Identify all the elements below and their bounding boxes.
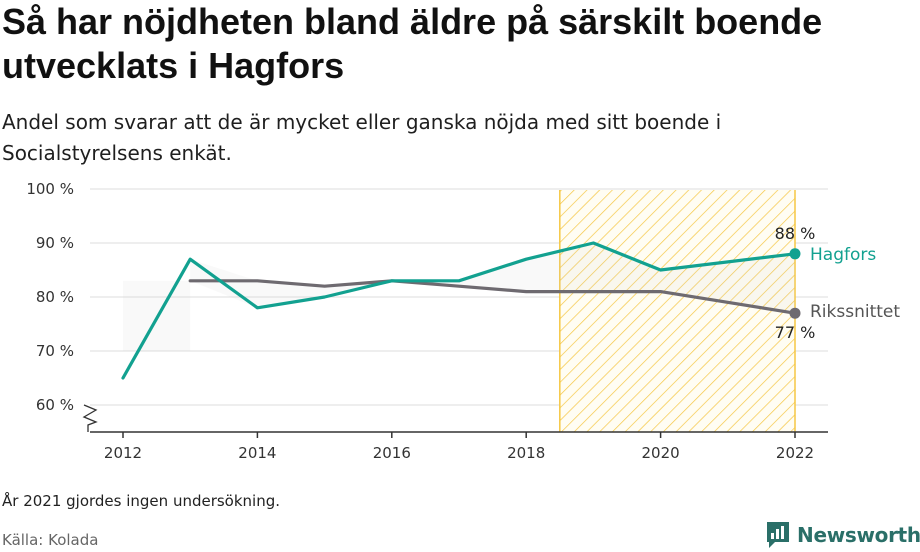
series-name-label: Hagfors (810, 245, 876, 265)
x-tick-label: 2020 (642, 444, 680, 462)
highlight-hatch (559, 190, 795, 432)
gap-band (123, 243, 795, 351)
series-name-label: Rikssnittet (810, 302, 900, 322)
x-axis: 2012 2014 2016 2018 2020 2022 (82, 404, 828, 462)
brand-name: Newsworthy (797, 523, 920, 547)
y-tick-label: 100 % (26, 180, 74, 198)
series-lines (121, 241, 801, 380)
x-tick-label: 2016 (373, 444, 411, 462)
series-end-point (789, 307, 801, 319)
y-tick-label: 70 % (36, 342, 74, 360)
series-gap-band (190, 243, 795, 314)
footnote: År 2021 gjordes ingen undersökning. (2, 492, 281, 510)
y-tick-label: 80 % (36, 288, 74, 306)
chart-title: Så har nöjdheten bland äldre på särskilt… (2, 1, 823, 86)
end-labels: Hagfors Rikssnittet 88 % 77 % (775, 224, 901, 342)
highlight-area (559, 190, 796, 432)
axis-break-icon (82, 404, 98, 432)
chart-subtitle: Andel som svarar att de är mycket eller … (2, 110, 722, 165)
brand-logo: Newsworthy (765, 519, 920, 551)
x-tick-label: 2014 (238, 444, 276, 462)
series-end-point (789, 248, 801, 260)
y-tick-label: 60 % (36, 396, 74, 414)
x-tick-label: 2022 (776, 444, 814, 462)
line-chart: 60 %70 %80 %90 %100 % 2012 2014 2016 2018 20… (26, 180, 901, 462)
data-label: 77 % (775, 323, 816, 342)
newsworthy-logo-icon (767, 522, 789, 548)
source-text: Källa: Kolada (2, 531, 99, 549)
series-line-hagfors (121, 241, 797, 380)
series-line-rikssnittet (188, 279, 797, 315)
x-tick-label: 2012 (104, 444, 142, 462)
x-tick-label: 2018 (507, 444, 545, 462)
data-label: 88 % (775, 224, 816, 243)
y-tick-label: 90 % (36, 234, 74, 252)
